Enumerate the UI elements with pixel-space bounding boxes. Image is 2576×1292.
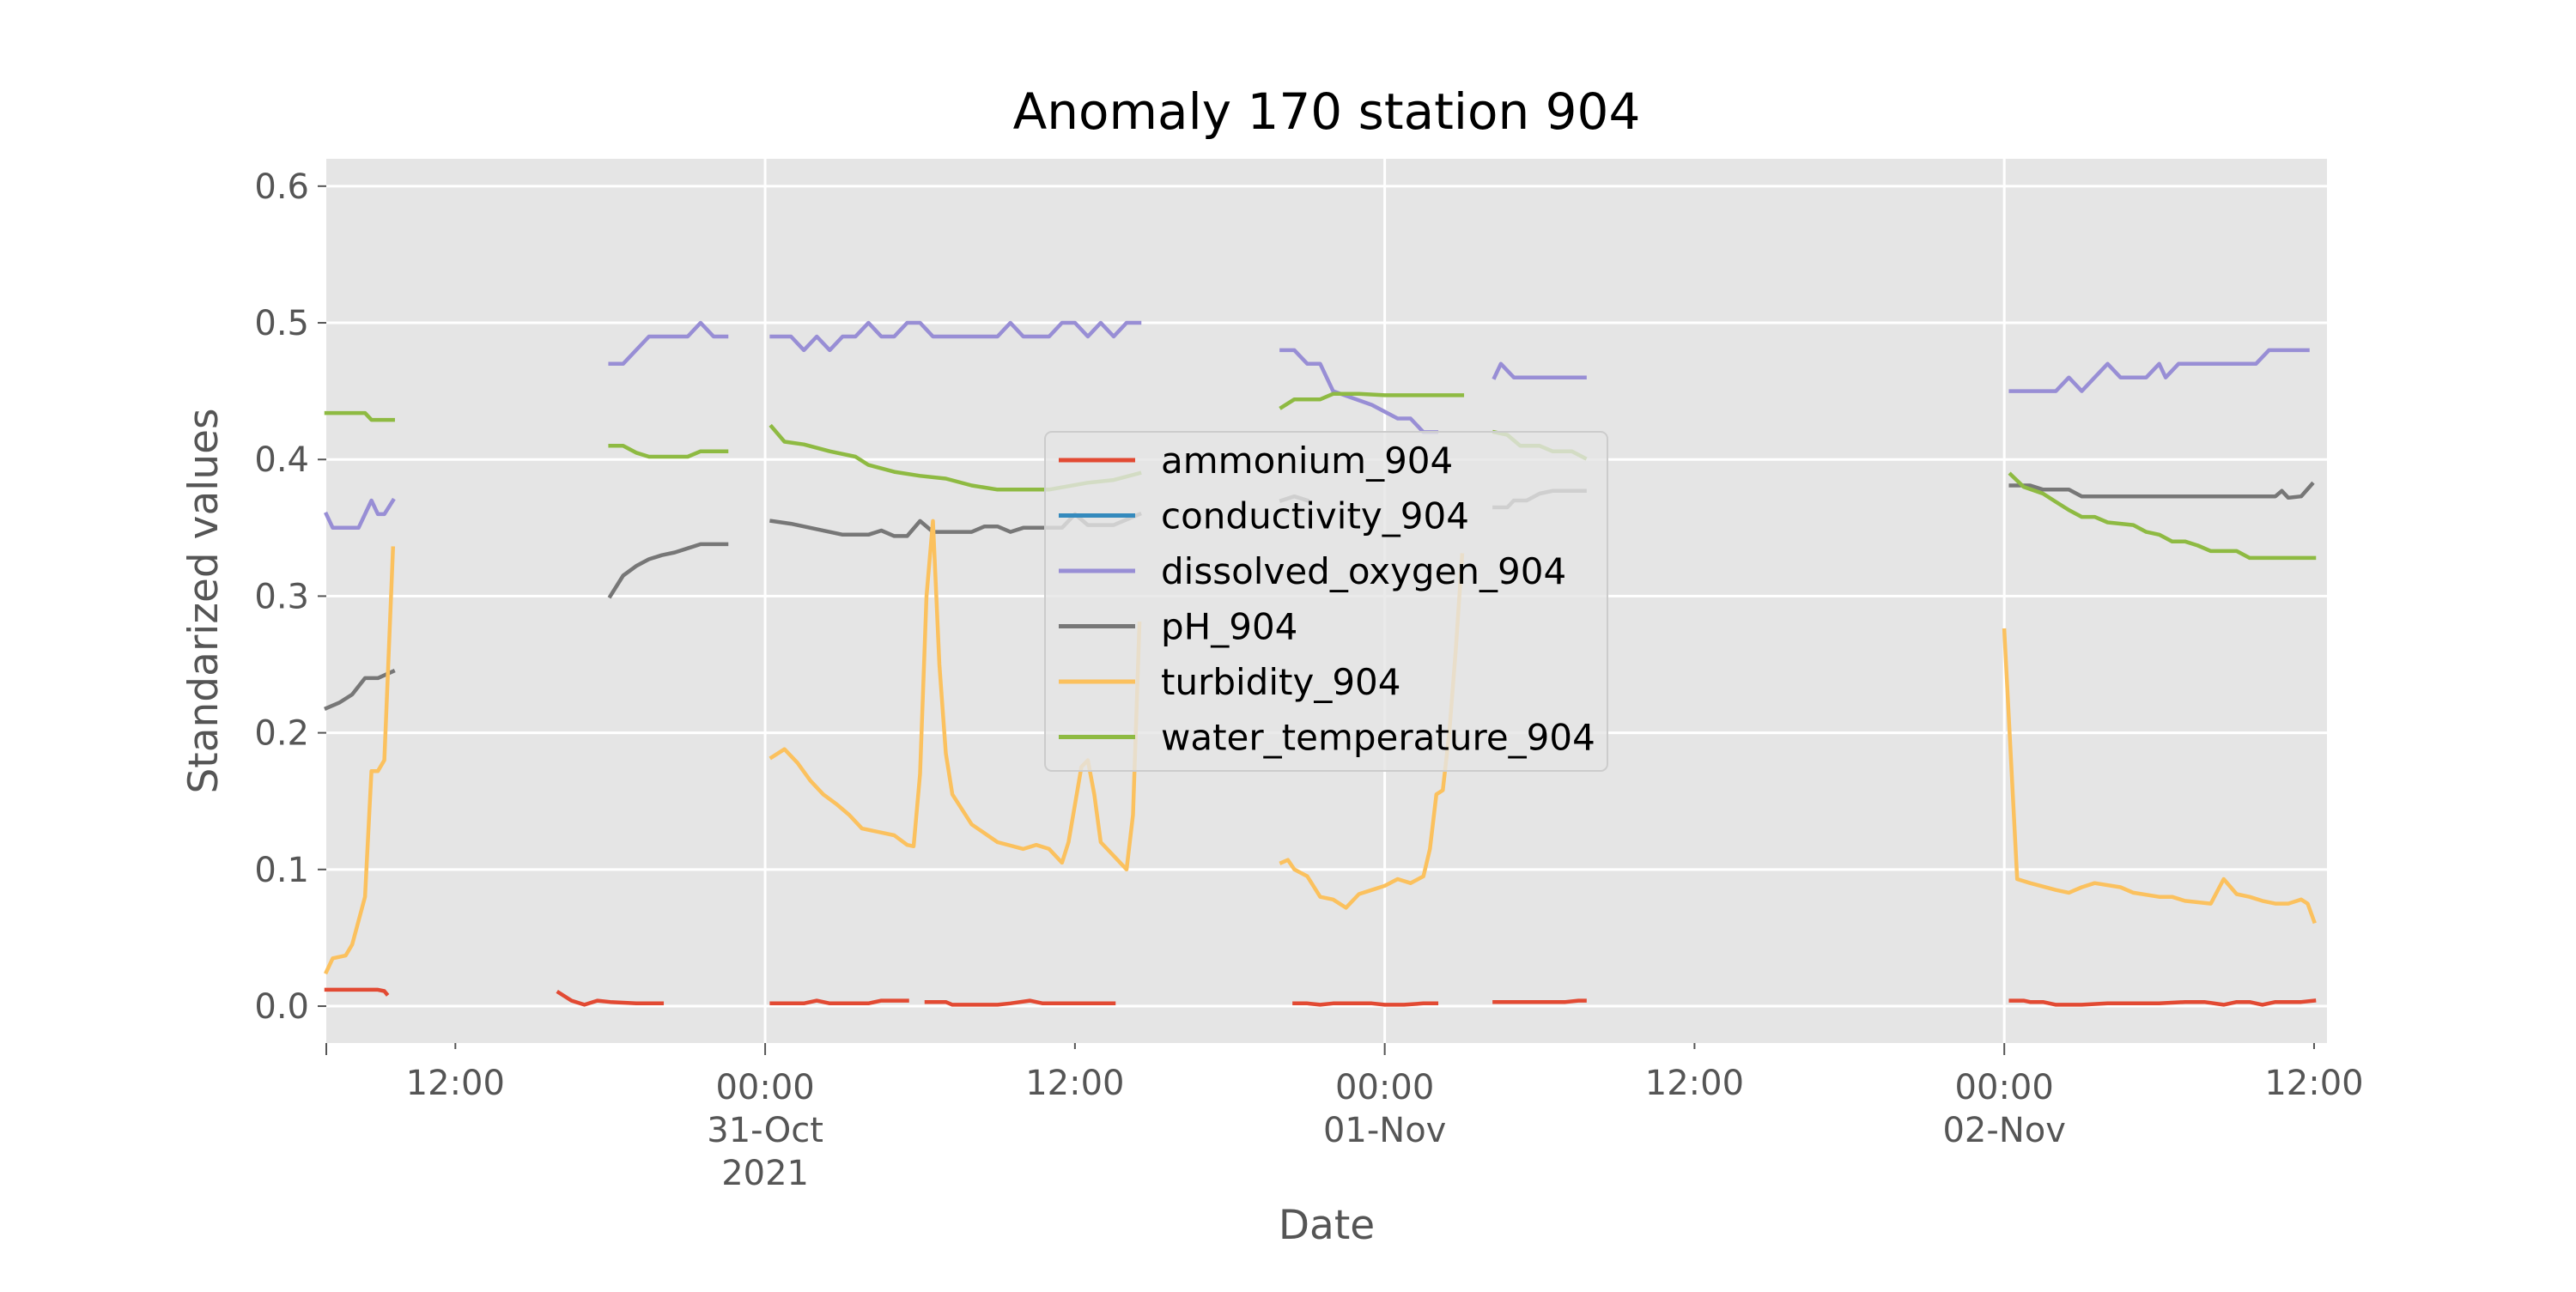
dissolved-oxygen-904-line xyxy=(2008,348,2310,393)
y-tick-label: 0.3 xyxy=(254,577,309,616)
dissolved-oxygen-904-line xyxy=(769,320,1142,353)
y-tick-label: 0.6 xyxy=(254,167,309,207)
ammonium-904-line xyxy=(2008,998,2317,1007)
x-tick-label: 12:00 xyxy=(1025,1064,1124,1103)
pH-904-line xyxy=(2008,481,2315,500)
y-tick-label: 0.0 xyxy=(254,987,309,1027)
x-tick-label: 00:00 xyxy=(1955,1068,2054,1107)
x-tick-label: 02-Nov xyxy=(1942,1111,2065,1150)
x-tick-label: 00:00 xyxy=(1335,1068,1434,1107)
pH-904-line xyxy=(324,669,396,711)
legend-label: dissolved_oxygen_904 xyxy=(1161,550,1566,592)
legend-label: water_temperature_904 xyxy=(1161,717,1595,759)
water-temperature-904-line xyxy=(1279,391,1465,410)
dissolved-oxygen-904-line xyxy=(1279,348,1439,434)
dissolved-oxygen-904-line xyxy=(324,497,396,531)
x-axis-label: Date xyxy=(1279,1202,1375,1249)
ammonium-904-line xyxy=(324,987,390,997)
x-tick-label: 12:00 xyxy=(2264,1064,2363,1103)
x-tick-label: 31-Oct xyxy=(707,1111,823,1150)
ammonium-904-line xyxy=(1492,998,1587,1004)
water-temperature-904-line xyxy=(2008,471,2317,561)
turbidity-904-line xyxy=(769,519,1142,872)
y-tick-label: 0.5 xyxy=(254,304,309,343)
y-tick-label: 0.1 xyxy=(254,851,309,890)
axes: 0.0 0.1 0.2 0.3 0.4 0.5 0.6 00:00 31-Oct 2021 00:0… xyxy=(254,167,2363,1193)
legend-label: turbidity_904 xyxy=(1161,661,1401,703)
x-tick-label: 12:00 xyxy=(1645,1064,1744,1103)
legend-box xyxy=(1044,431,1608,772)
water-temperature-904-line xyxy=(324,410,395,422)
turbidity-904-line xyxy=(324,546,396,975)
x-tick-label: 2021 xyxy=(721,1154,809,1193)
x-tick-label: 01-Nov xyxy=(1323,1111,1446,1150)
legend-label: conductivity_904 xyxy=(1161,495,1469,537)
y-tick-label: 0.4 xyxy=(254,440,309,480)
legend: ammonium_904 conductivity_904 dissolved_ox… xyxy=(1044,431,1608,772)
pH-904-line xyxy=(607,542,729,599)
y-tick-label: 0.2 xyxy=(254,714,309,754)
water-temperature-904-line xyxy=(608,444,729,459)
chart-title: Anomaly 170 station 904 xyxy=(1013,82,1641,141)
x-tick-label: 00:00 xyxy=(715,1068,814,1107)
y-axis-label: Standarized values xyxy=(180,408,228,793)
dissolved-oxygen-904-line xyxy=(1492,361,1587,380)
turbidity-904-line xyxy=(1279,553,1465,910)
x-tick-label: 12:00 xyxy=(406,1064,505,1103)
ammonium-904-line xyxy=(556,989,665,1007)
ammonium-904-line xyxy=(924,998,1116,1007)
turbidity-904-line xyxy=(2002,628,2317,925)
legend-label: pH_904 xyxy=(1161,606,1297,648)
ammonium-904-line xyxy=(1292,1001,1439,1007)
legend-label: ammonium_904 xyxy=(1161,440,1453,482)
dissolved-oxygen-904-line xyxy=(608,320,729,367)
ammonium-904-line xyxy=(769,998,909,1006)
